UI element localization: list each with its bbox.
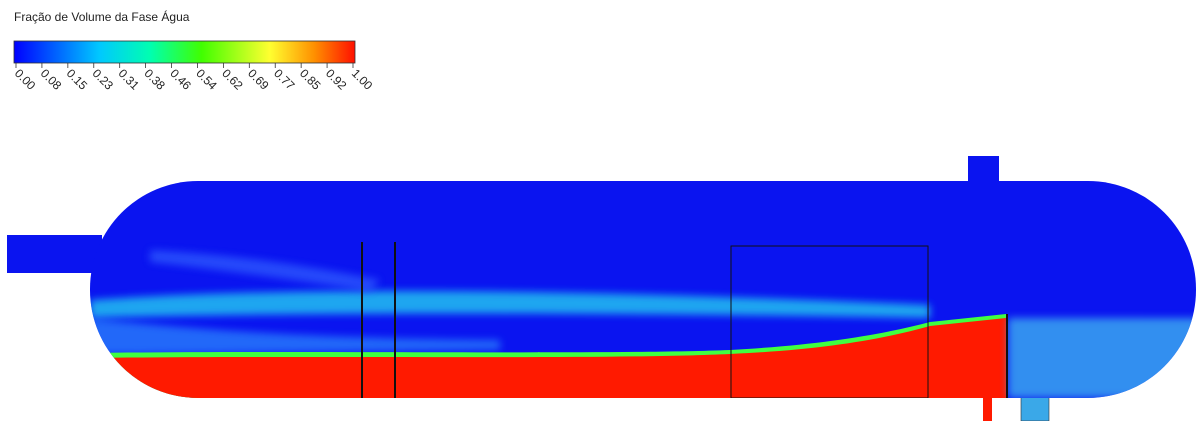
colorbar-tick-label: 0.15 [64,66,91,93]
colorbar-tick-label: 0.31 [116,66,143,93]
legend-title: Fração de Volume da Fase Água [14,9,190,24]
coalescer [730,245,929,398]
colorbar-tick-label: 1.00 [349,66,376,93]
water-phase [90,318,1006,398]
gas-outlet [968,156,999,183]
colorbar-tick-label: 0.23 [90,66,117,93]
vessel-contour [90,181,1196,398]
colorbar-tick-label: 0.85 [297,66,324,93]
colorbar-tick-label: 0.38 [141,66,168,93]
colorbar-tick-label: 0.00 [12,66,39,93]
colorbar-tick-label: 0.69 [245,66,272,93]
water-outlet [983,396,992,421]
colorbar-tick-label: 0.54 [193,66,220,93]
mixing-zone [90,318,500,355]
colorbar-ticks: 0.00 0.08 0.15 0.23 0.31 0.38 0.46 0.54 0.62 0.69… [12,63,376,93]
oil-chamber [1008,318,1196,398]
jet-plume [150,250,380,292]
oil-outlet [1020,395,1050,421]
colorbar-tick-label: 0.77 [271,66,298,93]
emulsion-band [90,290,930,318]
colorbar-tick-label: 0.08 [38,66,65,93]
colorbar-tick-label: 0.46 [167,66,194,93]
colorbar-tick-label: 0.62 [219,66,246,93]
colorbar-tick-label: 0.92 [323,66,350,93]
inlet-nozzle [7,235,102,273]
colorbar [13,40,356,64]
